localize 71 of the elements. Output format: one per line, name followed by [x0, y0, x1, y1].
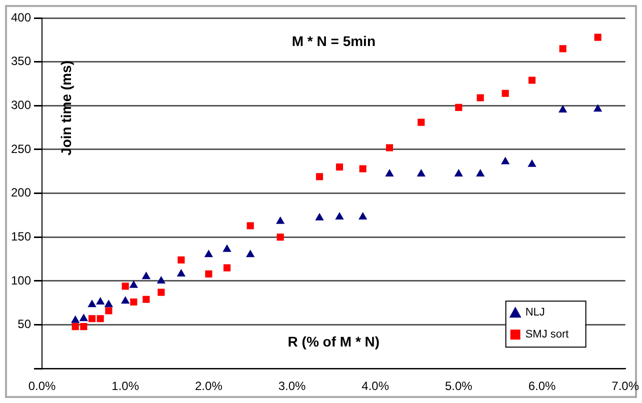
y-tick-label: 50 [18, 317, 32, 332]
legend-label: NLJ [525, 306, 545, 319]
point [528, 76, 536, 84]
point [385, 169, 394, 177]
x-tick-label: 4.0% [362, 379, 390, 394]
point [476, 94, 484, 102]
point [122, 282, 129, 290]
point [246, 250, 255, 258]
point [79, 314, 88, 322]
point [121, 296, 130, 304]
point [158, 288, 165, 296]
y-tick-label: 300 [10, 98, 32, 112]
y-tick-label: 250 [10, 142, 32, 156]
point [223, 264, 231, 272]
x-tick-label: 0.0% [28, 379, 56, 394]
point [276, 234, 284, 241]
y-tick-label: 400 [10, 10, 32, 24]
x-axis-title: R (% of M * N) [288, 333, 380, 350]
x-tick-label: 2.0% [195, 379, 223, 394]
point [455, 104, 462, 111]
point [558, 105, 568, 113]
point [416, 169, 426, 177]
text: M * N = 5min [292, 32, 376, 49]
point [559, 45, 566, 52]
point [129, 280, 138, 288]
point [336, 163, 344, 171]
point [594, 34, 602, 41]
y-tick-label: 150 [10, 229, 32, 244]
point [593, 104, 602, 112]
y-tick-label: 100 [10, 273, 32, 288]
point [142, 272, 151, 280]
point [80, 322, 88, 330]
point [476, 169, 485, 177]
point [72, 322, 79, 330]
x-tick-label: 7.0% [612, 379, 640, 394]
point [418, 118, 425, 126]
point [96, 315, 104, 322]
point [96, 296, 105, 304]
point [358, 212, 368, 220]
point [276, 216, 285, 224]
point [88, 315, 96, 322]
y-tick-label: 350 [10, 54, 32, 68]
point [246, 222, 254, 230]
x-tick-label: 1.0% [112, 379, 140, 394]
point [454, 169, 463, 177]
point [501, 156, 510, 164]
point [502, 90, 509, 97]
point [316, 173, 324, 180]
point [178, 256, 185, 264]
point [88, 300, 96, 308]
y-axis-title: Join time (ms) [58, 60, 74, 156]
y-tick-label: 200 [10, 186, 32, 200]
point [104, 300, 114, 308]
point [335, 212, 344, 220]
point [176, 268, 186, 276]
point [315, 212, 324, 220]
point [222, 244, 232, 252]
point [71, 315, 80, 323]
point [130, 298, 138, 306]
point [204, 250, 214, 258]
point [205, 270, 212, 278]
x-tick-label: 5.0% [444, 379, 473, 394]
point [386, 144, 394, 152]
point [156, 276, 166, 284]
point [142, 296, 150, 303]
legend-label: SMJ sort [525, 328, 569, 341]
point [528, 159, 536, 167]
x-tick-label: 3.0% [278, 379, 306, 394]
point [105, 307, 112, 314]
x-tick-label: 6.0% [528, 379, 556, 394]
point [359, 165, 366, 172]
